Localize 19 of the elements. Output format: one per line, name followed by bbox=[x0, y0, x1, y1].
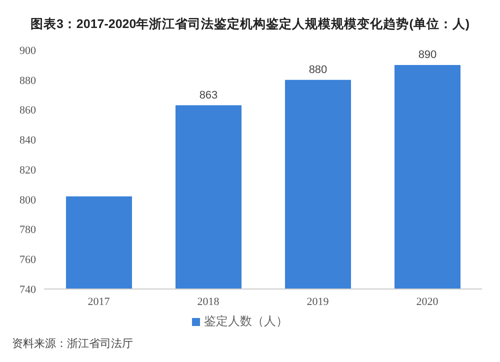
y-tick-label: 820 bbox=[20, 164, 36, 176]
x-tick-label: 2020 bbox=[416, 296, 439, 308]
x-tick-label: 2017 bbox=[88, 296, 110, 308]
y-tick-label: 780 bbox=[20, 224, 36, 236]
y-tick-label: 860 bbox=[20, 104, 36, 117]
legend-label: 鉴定人数（人） bbox=[204, 314, 288, 328]
y-tick-label: 880 bbox=[20, 74, 36, 87]
text: 资料来源：浙江省司法厅 bbox=[11, 337, 134, 351]
y-tick-label: 740 bbox=[20, 284, 36, 296]
chart-title: 图表3：2017-2020年浙江省司法鉴定机构鉴定人规模规模变化趋势(单位：人) bbox=[29, 16, 471, 33]
y-tick-label: 800 bbox=[20, 194, 36, 206]
data-label: 890 bbox=[418, 48, 437, 61]
y-tick-label: 760 bbox=[20, 254, 36, 266]
data-label: 880 bbox=[308, 64, 328, 76]
x-tick-label: 2019 bbox=[306, 296, 330, 308]
y-tick-label: 900 bbox=[20, 44, 36, 57]
y-tick-label: 840 bbox=[20, 134, 36, 147]
x-tick-label: 2018 bbox=[197, 296, 220, 308]
data-label: 863 bbox=[199, 89, 218, 102]
